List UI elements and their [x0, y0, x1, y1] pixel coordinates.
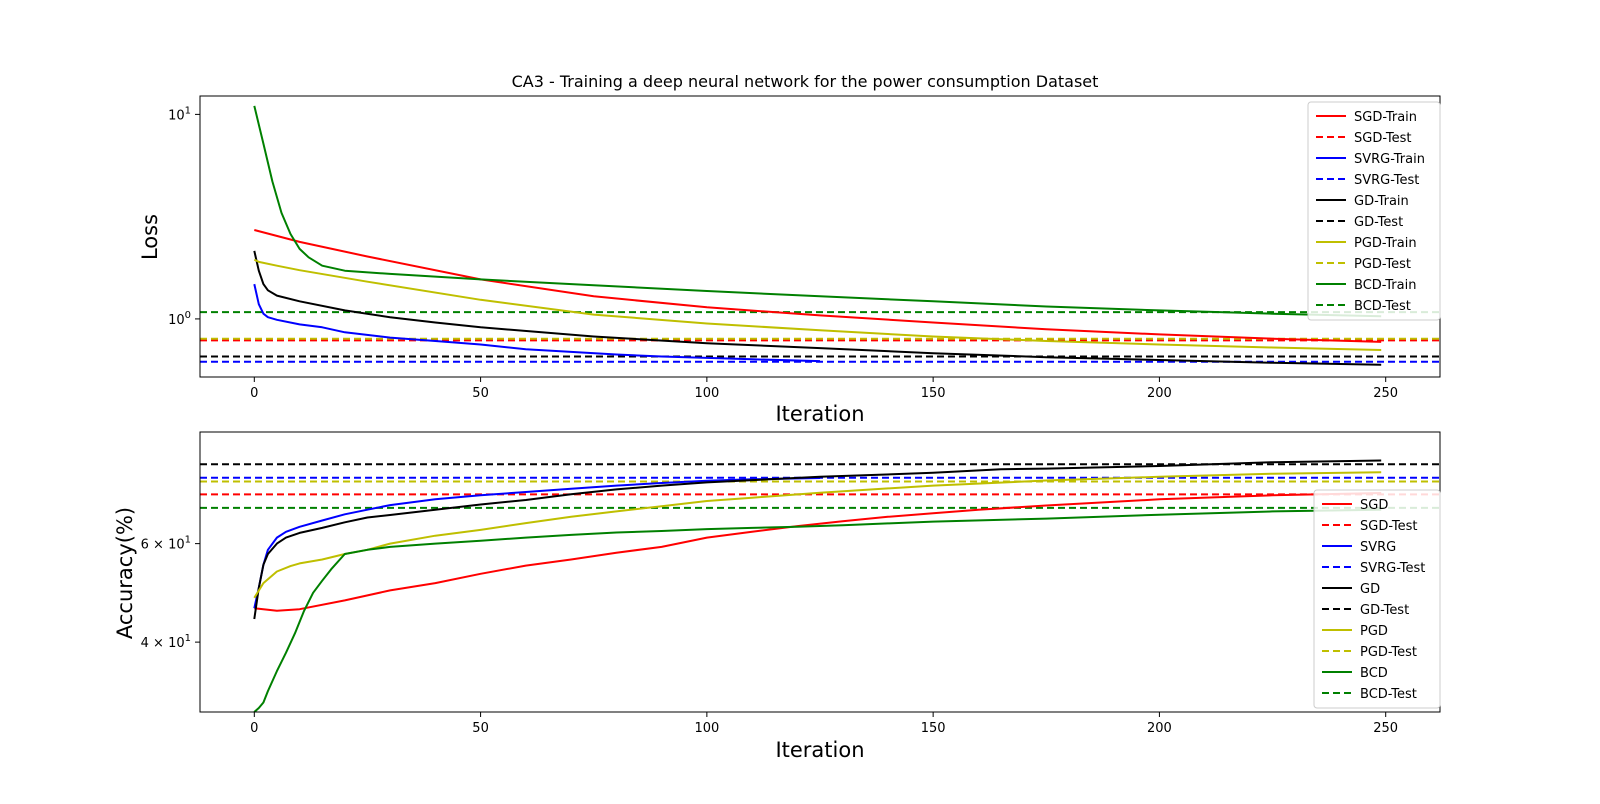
loss-legend-label-sgd-train: SGD-Train	[1354, 110, 1417, 125]
loss-legend: SGD-Train SGD-Test SVRG-Train SVRG-Test GD-T…	[1307, 101, 1441, 321]
accuracy-xtick-label: 200	[1147, 721, 1172, 736]
accuracy-ytick-label: 6 × 101	[141, 535, 191, 553]
loss-ylabel: Loss	[138, 214, 162, 260]
loss-series-pgd-train	[253, 258, 1382, 351]
accuracy-plot-area	[200, 459, 1440, 712]
accuracy-series-svrg	[253, 477, 821, 609]
accuracy-series-gd	[253, 459, 1382, 620]
accuracy-legend-label-gd-test: GD-Test	[1360, 603, 1409, 618]
accuracy-legend-label-pgd-test: PGD-Test	[1360, 645, 1417, 660]
loss-series-group	[200, 105, 1440, 366]
loss-legend-label-gd-test: GD-Test	[1354, 215, 1403, 230]
loss-xlabel: Iteration	[775, 402, 864, 426]
accuracy-xtick-label: 50	[472, 721, 489, 736]
accuracy-xtick-label: 150	[921, 721, 946, 736]
loss-xtick-label: 200	[1147, 386, 1172, 401]
accuracy-ticks: 0 50 100 150 200 250 4 × 101 6 × 101	[141, 535, 1398, 736]
accuracy-legend-label-bcd: BCD	[1360, 666, 1388, 681]
loss-ticks: 0 50 100 150 200 250 100 101	[168, 105, 1398, 401]
loss-xtick-label: 0	[250, 386, 258, 401]
accuracy-series-pgd	[253, 471, 1382, 599]
loss-legend-label-pgd-train: PGD-Train	[1354, 236, 1417, 251]
loss-xtick-label: 250	[1373, 386, 1398, 401]
loss-legend-label-gd-train: GD-Train	[1354, 194, 1409, 209]
loss-panel: 0 50 100 150 200 250 100 101 Iteration Loss SGD…	[138, 95, 1441, 426]
accuracy-ylabel: Accuracy(%)	[113, 507, 137, 639]
loss-xtick-label: 50	[472, 386, 489, 401]
loss-legend-box	[1307, 101, 1441, 321]
loss-series-svrg-train	[253, 283, 821, 363]
accuracy-xtick-label: 250	[1373, 721, 1398, 736]
loss-xtick-label: 100	[694, 386, 719, 401]
loss-legend-label-bcd-train: BCD-Train	[1354, 278, 1416, 293]
loss-series-sgd-train	[254, 229, 1382, 343]
accuracy-legend-label-svrg-test: SVRG-Test	[1360, 561, 1425, 576]
accuracy-series-group	[200, 459, 1440, 712]
loss-legend-label-sgd-test: SGD-Test	[1354, 131, 1411, 146]
accuracy-xtick-label: 100	[694, 721, 719, 736]
accuracy-legend-label-sgd: SGD	[1360, 498, 1388, 513]
loss-series-gd-train	[253, 250, 1382, 366]
loss-ytick-label: 100	[168, 310, 191, 328]
loss-xtick-label: 150	[921, 386, 946, 401]
loss-legend-label-svrg-test: SVRG-Test	[1354, 173, 1419, 188]
accuracy-legend-label-svrg: SVRG	[1360, 540, 1396, 555]
loss-plot-area	[200, 105, 1440, 366]
accuracy-series-bcd	[253, 508, 1382, 712]
chart-title: CA3 - Training a deep neural network for…	[512, 72, 1099, 91]
accuracy-xlabel: Iteration	[775, 738, 864, 762]
loss-legend-label-svrg-train: SVRG-Train	[1354, 152, 1425, 167]
accuracy-legend-label-gd: GD	[1360, 582, 1380, 597]
loss-legend-label-pgd-test: PGD-Test	[1354, 257, 1411, 272]
accuracy-xtick-label: 0	[250, 721, 258, 736]
loss-series-bcd-train	[253, 105, 1382, 318]
accuracy-legend: SGD SGD-Test SVRG SVRG-Test GD GD-Test PGD PGD-…	[1313, 489, 1441, 709]
accuracy-legend-label-bcd-test: BCD-Test	[1360, 687, 1417, 702]
accuracy-legend-box	[1313, 489, 1441, 709]
accuracy-legend-label-sgd-test: SGD-Test	[1360, 519, 1417, 534]
accuracy-ytick-label: 4 × 101	[141, 633, 191, 651]
loss-ytick-label: 101	[168, 105, 191, 123]
accuracy-legend-label-pgd: PGD	[1360, 624, 1388, 639]
accuracy-series-sgd	[254, 492, 1382, 612]
loss-legend-label-bcd-test: BCD-Test	[1354, 299, 1411, 314]
